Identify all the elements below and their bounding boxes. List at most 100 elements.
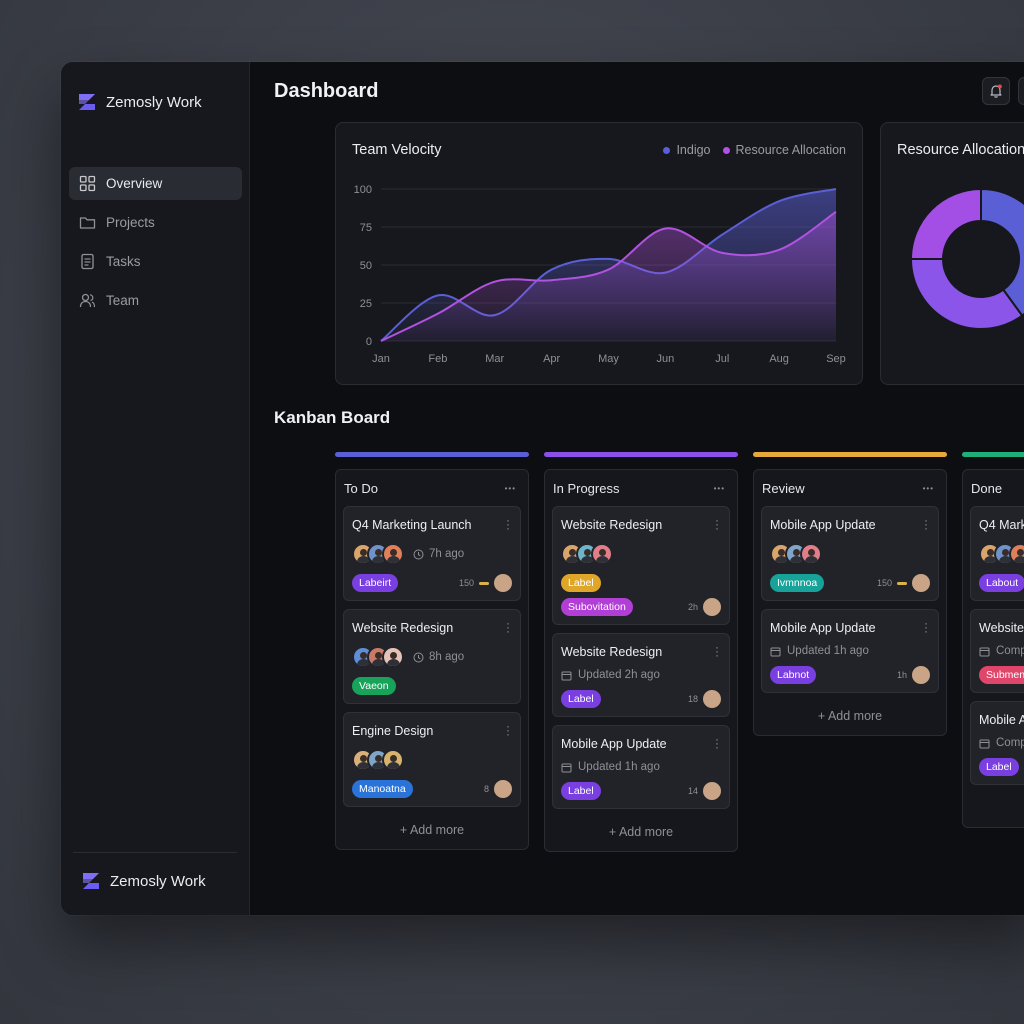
card-label-tag[interactable]: Vaeon (352, 677, 396, 695)
avatar[interactable] (912, 574, 930, 592)
column-title: Done (971, 480, 1003, 496)
task-card[interactable]: Mobile App Update · · · Ivmnnoa 150 (761, 506, 939, 601)
card-menu-icon[interactable]: · · · (715, 732, 719, 754)
avatar[interactable] (703, 782, 721, 800)
add-more-button[interactable]: + Add more (817, 709, 883, 723)
assignee-avatars (352, 749, 512, 771)
avatar[interactable] (382, 749, 404, 771)
legend-item-indigo[interactable]: Indigo (663, 143, 711, 157)
sidebar-item-team[interactable]: Team (69, 284, 242, 317)
sidebar: Zemosly Work Overview Projects (61, 62, 250, 915)
column-menu-icon[interactable]: ••• (713, 483, 725, 493)
y-tick-label: 100 (354, 184, 372, 196)
card-menu-icon[interactable]: · · · (506, 513, 510, 535)
avatar[interactable] (1009, 543, 1024, 565)
calendar-icon (979, 739, 990, 748)
card-time-text: 8h ago (429, 651, 465, 663)
card-meta-text: Updated 2h ago (578, 669, 660, 681)
donut-slice[interactable] (980, 187, 1024, 318)
x-tick-label: Apr (543, 353, 560, 365)
sidebar-item-overview[interactable]: Overview (69, 167, 242, 200)
card-label-tag[interactable]: Manoatna (352, 780, 413, 798)
add-more-button[interactable]: + Add more (963, 793, 1024, 827)
kanban-column-done: Done•••Q4 Marketing Launch···7h agoLabou… (962, 469, 1024, 828)
x-tick-label: Jul (715, 353, 729, 365)
notifications-button[interactable] (982, 77, 1010, 105)
avatar[interactable] (382, 646, 404, 668)
card-label-tag[interactable]: Subovitation (561, 598, 633, 616)
card-label-tag[interactable]: Label (979, 758, 1019, 776)
column-status-bar (962, 452, 1024, 457)
task-card[interactable]: Website Redesign · · · Updated 2h ago Label 18 (552, 633, 730, 717)
card-meta: Complete (979, 737, 1024, 749)
brand[interactable]: Zemosly Work (77, 92, 202, 112)
line-indigo[interactable] (380, 188, 837, 342)
column-title: Review (762, 480, 805, 496)
sidebar-footer-brand[interactable]: Zemosly Work (73, 852, 237, 891)
task-card[interactable]: Website Redesign · · · 8h ago Vaeon (343, 609, 521, 704)
card-label-tag[interactable]: Ivmnnoa (770, 574, 825, 592)
add-more-button[interactable]: + Add more (399, 823, 465, 837)
task-card[interactable]: Website Redesign···CompleteSubmeniston (970, 609, 1024, 693)
line-resource-allocation[interactable] (380, 210, 837, 342)
card-menu-icon[interactable]: · · · (715, 513, 719, 535)
avatar[interactable] (494, 780, 512, 798)
assignee-avatars: 7h ago (979, 543, 1024, 565)
legend-label: Resource Allocation (735, 143, 846, 157)
sidebar-item-projects[interactable]: Projects (69, 206, 242, 239)
card-label-tag[interactable]: Labout (979, 574, 1024, 592)
card-label-tag[interactable]: Labnot (770, 666, 817, 684)
column-menu-icon[interactable]: ••• (504, 483, 516, 493)
card-menu-icon[interactable]: · · · (924, 616, 928, 638)
chart-legend: Indigo Resource Allocation (663, 143, 846, 157)
donut-slice[interactable] (909, 258, 1024, 330)
card-meta: Updated 1h ago (561, 761, 721, 773)
avatar[interactable] (382, 543, 404, 565)
task-card[interactable]: Mobile App Update · · · Updated 1h ago Labnot… (761, 609, 939, 693)
card-menu-icon[interactable]: · · · (506, 616, 510, 638)
avatar[interactable] (591, 543, 613, 565)
task-card[interactable]: Website Redesign · · · Label Subovitation 2h (552, 506, 730, 625)
card-footer-meta: 150 (877, 574, 930, 592)
card-label-tag[interactable]: Submeniston (979, 666, 1024, 684)
resource-allocation-title: Resource Allocation (897, 142, 1024, 158)
task-card[interactable]: Engine Design · · · Manoatna 8 (343, 712, 521, 807)
team-velocity-chart: 0 25 50 75 100 Jan Feb Mar Apr May Jun Jul Aug Sep (354, 184, 846, 365)
footer-brand-name: Zemosly Work (110, 872, 206, 890)
card-menu-icon[interactable]: · · · (924, 513, 928, 535)
avatar[interactable] (800, 543, 822, 565)
card-label-tag[interactable]: Labeirt (352, 574, 399, 592)
header-menu-button[interactable] (1018, 77, 1024, 105)
avatar[interactable] (494, 574, 512, 592)
task-card[interactable]: Mobile App Update · · · Updated 1h ago Label 1… (552, 725, 730, 809)
task-card[interactable]: Mobile App Update···CompleteLabel (970, 701, 1024, 785)
card-footer: Labnot 1h (770, 666, 930, 684)
card-footer: Label (979, 758, 1024, 776)
donut-slice[interactable] (909, 187, 982, 260)
assignee-avatars (770, 543, 930, 565)
add-more-button[interactable]: + Add more (608, 825, 674, 839)
card-label-tag[interactable]: Label (561, 690, 601, 708)
column-header: Review ••• (754, 470, 946, 506)
card-label-tag[interactable]: Label (561, 782, 601, 800)
card-menu-icon[interactable]: · · · (715, 640, 719, 662)
card-count: 150 (458, 578, 474, 588)
column-menu-icon[interactable]: ••• (922, 483, 934, 493)
avatar[interactable] (703, 690, 721, 708)
card-meta-text: Updated 1h ago (787, 645, 869, 657)
avatar[interactable] (912, 666, 930, 684)
column-header: Done••• (963, 470, 1024, 506)
legend-item-resource-allocation[interactable]: Resource Allocation (722, 143, 846, 157)
card-title: Q4 Marketing Launch (979, 518, 1024, 532)
legend-dot (663, 146, 671, 154)
avatar[interactable] (703, 598, 721, 616)
card-title: Website Redesign (979, 621, 1024, 635)
resource-allocation-panel: Resource Allocation (880, 122, 1024, 385)
card-label-tag[interactable]: Label (561, 574, 601, 592)
sidebar-item-label: Projects (106, 215, 155, 230)
task-card[interactable]: Q4 Marketing Launch···7h agoLabout (970, 506, 1024, 601)
sidebar-item-tasks[interactable]: Tasks (69, 245, 242, 278)
card-meta-text: Complete (996, 645, 1024, 657)
task-card[interactable]: Q4 Marketing Launch · · · 7h ago Labeirt 150 (343, 506, 521, 601)
card-menu-icon[interactable]: · · · (506, 719, 510, 741)
